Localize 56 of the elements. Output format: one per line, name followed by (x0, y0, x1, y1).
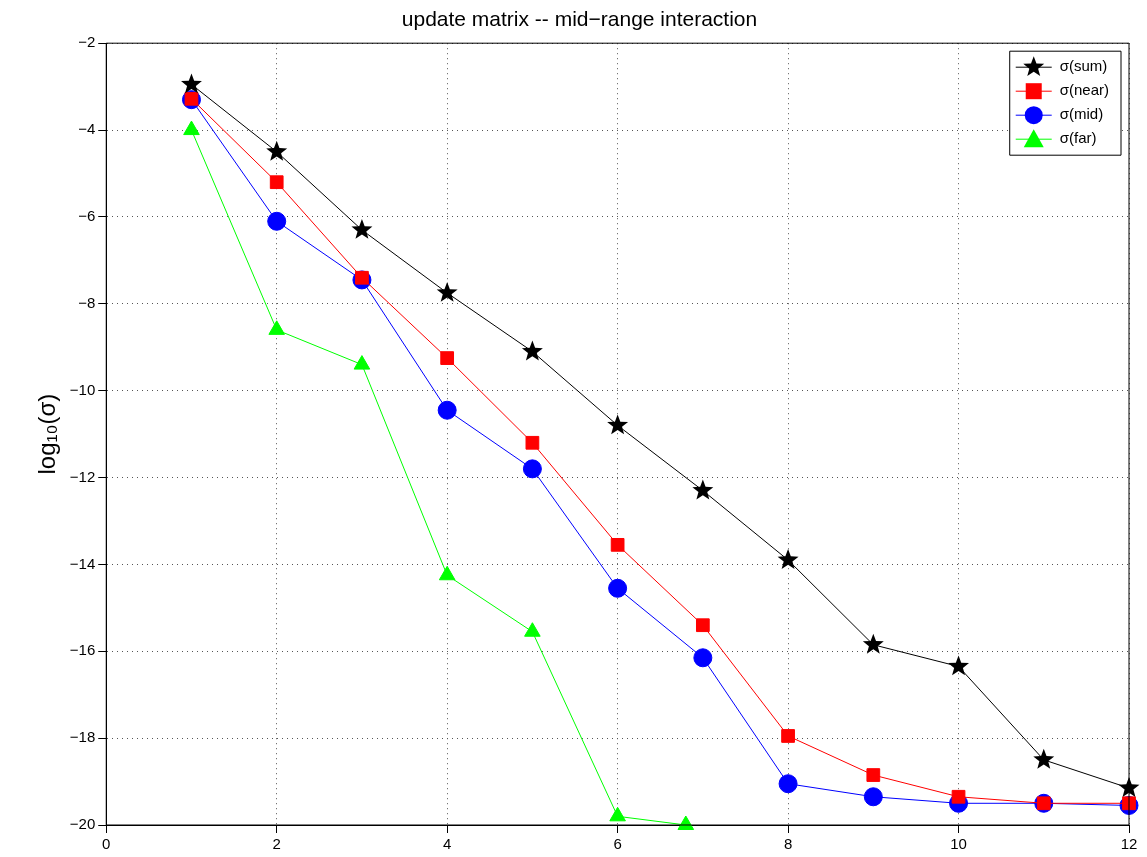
x-tick-label: 0 (102, 835, 111, 853)
legend-label: σ(near) (1059, 81, 1110, 99)
point (181, 73, 202, 94)
point (1033, 748, 1055, 769)
point (608, 578, 628, 598)
point (268, 320, 285, 335)
y-tick-label: −20 (69, 815, 96, 833)
point (1118, 777, 1140, 797)
point (267, 211, 287, 231)
x-tick-label: 6 (613, 835, 622, 853)
y-tick-label: −12 (69, 467, 96, 485)
x-tick-label: 12 (1120, 835, 1138, 853)
point (866, 768, 881, 782)
point (353, 355, 371, 370)
point (440, 351, 455, 365)
x-tick-label: 8 (783, 835, 793, 853)
point (351, 218, 373, 239)
point (438, 565, 456, 581)
point (863, 787, 883, 807)
y-tick-label: −2 (78, 33, 96, 51)
point (436, 281, 458, 302)
point (524, 622, 541, 637)
y-tick-label: −6 (78, 207, 96, 225)
chart-title: update matrix -- mid−range interaction (401, 7, 758, 31)
x-tick-label: 2 (272, 835, 281, 853)
point (693, 648, 713, 668)
legend-label: σ(far) (1059, 129, 1097, 147)
x-tick-label: 4 (442, 835, 452, 853)
point (607, 414, 629, 435)
point (521, 340, 543, 361)
point (437, 400, 457, 420)
y-tick-label: −8 (78, 293, 96, 311)
point (269, 175, 284, 190)
legend-label: σ(mid) (1059, 105, 1104, 123)
point (609, 806, 626, 822)
point (522, 459, 542, 479)
point (695, 618, 710, 633)
point (610, 537, 625, 552)
y-tick-label: −18 (69, 728, 96, 746)
point (778, 774, 798, 794)
point (525, 435, 540, 450)
y-tick-label: −14 (69, 554, 96, 572)
legend-label: σ(sum) (1059, 57, 1108, 75)
point (266, 140, 288, 161)
point (183, 120, 200, 136)
point (692, 479, 714, 500)
y-tick-label: −4 (78, 120, 96, 138)
y-axis-title: log₁₀(σ) (33, 393, 61, 475)
point (781, 729, 795, 743)
point (862, 633, 884, 654)
y-tick-label: −16 (69, 641, 96, 659)
y-tick-label: −10 (69, 380, 96, 398)
point (777, 549, 799, 569)
point (948, 655, 969, 676)
point (951, 789, 966, 804)
x-tick-label: 10 (950, 835, 967, 853)
